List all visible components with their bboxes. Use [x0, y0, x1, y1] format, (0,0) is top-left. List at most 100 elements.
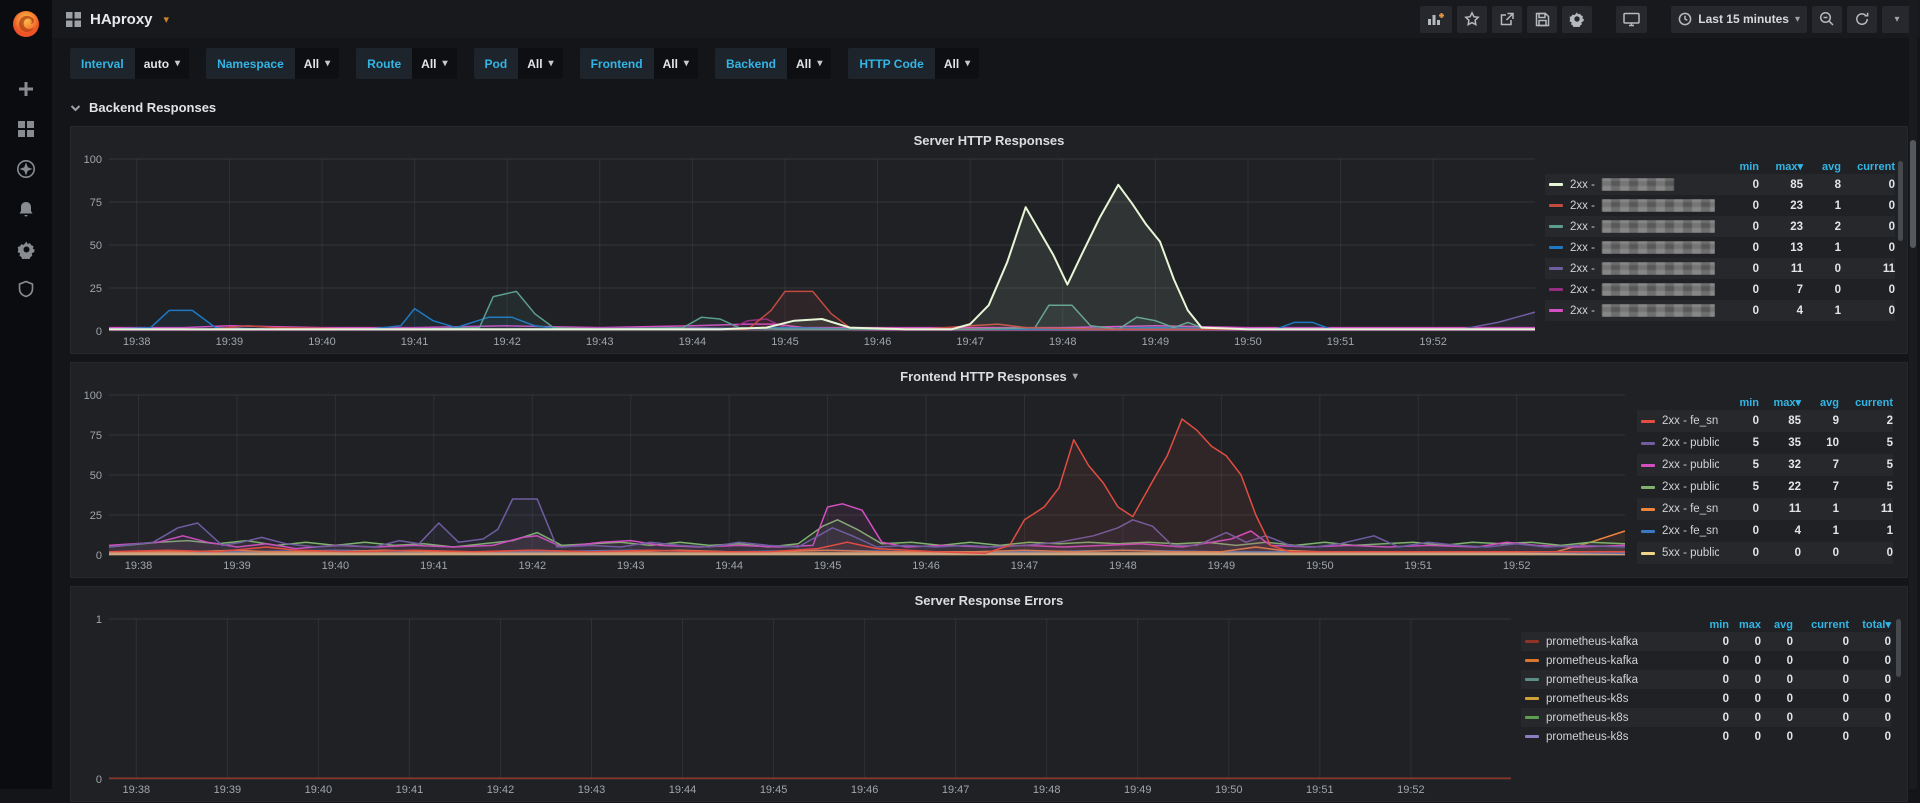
- panel-frontend-http-responses: Frontend HTTP Responses ▾ 19:38 19:39 19:40…: [70, 362, 1908, 578]
- legend-sort-max[interactable]: max▾: [1775, 161, 1803, 173]
- legend-series-toggle[interactable]: 2xx - public: [1637, 437, 1719, 449]
- legend-series-toggle[interactable]: prometheus-kafka: [1521, 636, 1697, 648]
- filter-value-dropdown[interactable]: auto ▾: [134, 48, 190, 79]
- dashboard-title[interactable]: HAproxy: [90, 10, 153, 28]
- legend-series-toggle[interactable]: 2xx -: [1545, 199, 1715, 212]
- refresh-interval-dropdown[interactable]: ▾: [1882, 5, 1912, 33]
- legend-sort-current[interactable]: current: [1811, 618, 1849, 631]
- legend-series-toggle[interactable]: 2xx -: [1545, 178, 1715, 191]
- svg-text:50: 50: [90, 240, 102, 252]
- legend-sort-current[interactable]: current: [1855, 396, 1893, 409]
- legend-sort-min[interactable]: min: [1709, 618, 1729, 631]
- panel-title[interactable]: Server Response Errors: [914, 592, 1064, 608]
- legend-series-toggle[interactable]: 2xx - public: [1637, 459, 1719, 471]
- legend-row: 2xx - 0 23 1 0: [1545, 195, 1895, 216]
- filter-value-dropdown[interactable]: All ▾: [934, 48, 980, 79]
- row-title: Backend Responses: [89, 100, 217, 115]
- zoom-out-button[interactable]: [1812, 5, 1842, 33]
- legend-row: 2xx - public 5 22 7 5: [1637, 476, 1893, 498]
- legend-series-toggle[interactable]: 2xx -: [1545, 241, 1715, 254]
- legend-sort-min[interactable]: min: [1739, 160, 1759, 173]
- legend-stat-value: 0: [1754, 692, 1761, 705]
- share-button[interactable]: [1492, 5, 1523, 33]
- filter-value-dropdown[interactable]: All ▾: [412, 48, 457, 79]
- legend-series-toggle[interactable]: prometheus-k8s: [1521, 693, 1697, 705]
- legend-sort-avg[interactable]: avg: [1822, 160, 1841, 173]
- legend-stat-value: 85: [1790, 178, 1803, 191]
- legend-row: 2xx - fe_sni 0 11 1 11: [1637, 498, 1893, 520]
- cycle-view-button[interactable]: [1616, 5, 1648, 33]
- legend-stat-value: 0: [1884, 711, 1891, 724]
- svg-text:19:39: 19:39: [214, 784, 242, 796]
- legend-sort-current[interactable]: current: [1857, 160, 1895, 173]
- series-name: 2xx -: [1570, 178, 1595, 191]
- svg-text:19:51: 19:51: [1327, 336, 1355, 348]
- legend-series-toggle[interactable]: 2xx -: [1545, 262, 1715, 275]
- star-button[interactable]: [1457, 5, 1488, 33]
- legend-row: 5xx - public 0 0 0 0: [1637, 542, 1893, 564]
- legend-sort-max[interactable]: max▾: [1773, 397, 1801, 409]
- sidebar-item-configuration[interactable]: [0, 229, 52, 269]
- svg-text:19:42: 19:42: [487, 784, 515, 796]
- dashboard-caret-icon[interactable]: ▾: [163, 13, 170, 26]
- svg-text:19:45: 19:45: [771, 336, 799, 348]
- filter-value-dropdown[interactable]: All ▾: [294, 48, 340, 79]
- series-name: 2xx - public: [1662, 437, 1719, 449]
- add-panel-button[interactable]: [1420, 5, 1453, 33]
- legend-series-toggle[interactable]: 2xx - public: [1637, 481, 1719, 493]
- filter-value-dropdown[interactable]: All ▾: [518, 48, 563, 79]
- legend-stat-value: 7: [1832, 481, 1839, 493]
- series-name: prometheus-kafka: [1546, 635, 1639, 648]
- window-scrollbar-thumb[interactable]: [1910, 140, 1916, 248]
- legend-scrollbar-thumb[interactable]: [1896, 619, 1901, 677]
- legend-series-toggle[interactable]: prometheus-k8s: [1521, 731, 1697, 743]
- legend-series-toggle[interactable]: prometheus-kafka: [1521, 674, 1697, 686]
- svg-text:100: 100: [84, 154, 102, 166]
- svg-text:19:44: 19:44: [679, 336, 707, 348]
- legend-series-toggle[interactable]: 2xx - fe_sni: [1637, 525, 1719, 537]
- legend-sort-total[interactable]: total▾: [1862, 619, 1891, 631]
- legend-stat-value: 0: [1794, 547, 1801, 559]
- series-color-swatch: [1525, 678, 1539, 681]
- panel-title[interactable]: Server HTTP Responses: [913, 132, 1065, 148]
- share-icon: [1501, 12, 1515, 26]
- svg-text:19:52: 19:52: [1503, 560, 1531, 572]
- legend-series-toggle[interactable]: prometheus-kafka: [1521, 655, 1697, 667]
- legend-series-toggle[interactable]: 2xx - fe_sni: [1637, 503, 1719, 515]
- legend-sort-min[interactable]: min: [1739, 396, 1759, 409]
- filter-value-dropdown[interactable]: All ▾: [653, 48, 698, 79]
- legend-scrollbar-thumb[interactable]: [1898, 161, 1903, 241]
- dashboard-settings-button[interactable]: [1562, 5, 1593, 33]
- panel-title[interactable]: Frontend HTTP Responses ▾: [900, 368, 1078, 384]
- row-backend-responses[interactable]: Backend Responses: [70, 100, 216, 115]
- legend-series-toggle[interactable]: 2xx -: [1545, 220, 1715, 233]
- legend-series-toggle[interactable]: 2xx - fe_sni: [1637, 415, 1719, 427]
- sidebar-item-alerting[interactable]: [0, 189, 52, 229]
- legend-stat-value: 5: [1752, 459, 1759, 471]
- sidebar-item-explore[interactable]: [0, 149, 52, 189]
- legend-row: 2xx - 0 85 8 0: [1545, 174, 1895, 195]
- filter-value-dropdown[interactable]: All ▾: [786, 48, 832, 79]
- save-button[interactable]: [1527, 5, 1558, 33]
- apps-grid-icon[interactable]: [66, 11, 81, 27]
- legend-series-toggle[interactable]: prometheus-k8s: [1521, 712, 1697, 724]
- legend-stat-value: 0: [1842, 635, 1849, 648]
- series-name: 2xx - fe_sni: [1662, 525, 1719, 537]
- grafana-logo[interactable]: [7, 5, 45, 43]
- legend-series-toggle[interactable]: 5xx - public: [1637, 547, 1719, 559]
- legend-series-toggle[interactable]: 2xx -: [1545, 304, 1715, 317]
- sidebar-item-add[interactable]: [0, 69, 52, 109]
- filter-pod: Pod All ▾: [473, 48, 563, 79]
- refresh-button[interactable]: [1847, 5, 1877, 33]
- legend-series-toggle[interactable]: 2xx -: [1545, 283, 1715, 296]
- legend-sort-avg[interactable]: avg: [1774, 618, 1793, 631]
- legend-row: prometheus-k8s 0 0 0 0 0: [1521, 708, 1891, 727]
- legend-sort-max[interactable]: max: [1738, 618, 1761, 631]
- time-range-picker[interactable]: Last 15 minutes ▾: [1671, 5, 1807, 33]
- sidebar-item-server-admin[interactable]: [0, 269, 52, 309]
- legend-stat-value: 0: [1842, 730, 1849, 743]
- sidebar-item-dashboards[interactable]: [0, 109, 52, 149]
- legend-stat-value: 0: [1754, 673, 1761, 686]
- svg-text:0: 0: [96, 774, 102, 786]
- legend-sort-avg[interactable]: avg: [1820, 396, 1839, 409]
